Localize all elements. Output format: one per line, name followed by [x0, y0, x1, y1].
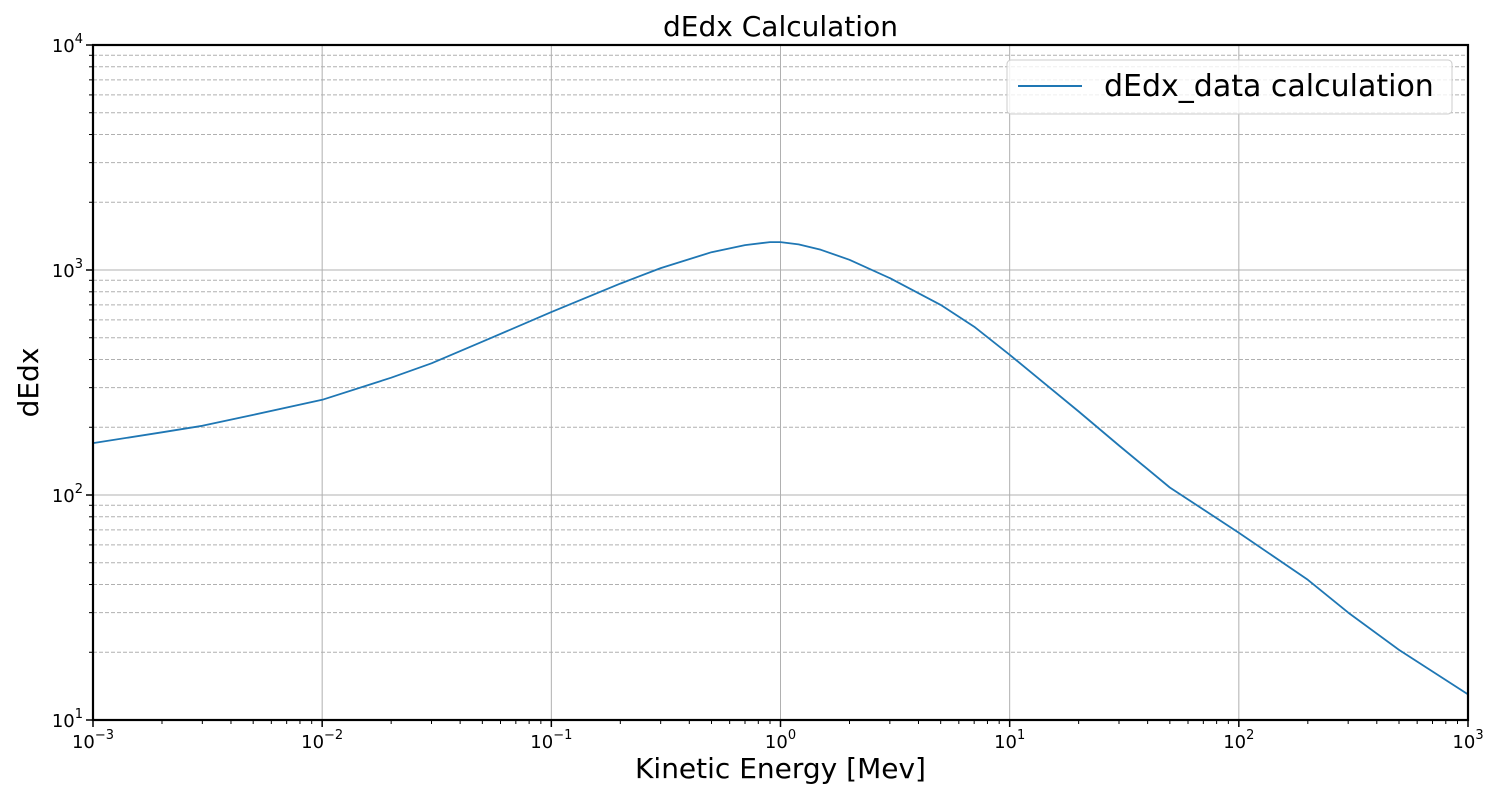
y-axis-label: dEdx [12, 348, 45, 418]
x-axis-label: Kinetic Energy [Mev] [635, 752, 926, 785]
x-tick-label: 10−3 [72, 728, 114, 753]
x-tick-label: 10−1 [530, 728, 572, 753]
x-tick-label: 101 [994, 728, 1025, 753]
x-tick-label: 10−2 [301, 728, 343, 753]
y-tick-label: 101 [52, 707, 83, 732]
y-tick-label: 104 [52, 32, 83, 57]
x-tick-label: 103 [1452, 728, 1483, 753]
series-layer [92, 241, 1469, 696]
x-tick-label: 102 [1223, 728, 1254, 753]
y-tick-label: 102 [52, 482, 83, 507]
legend: dEdx_data calculation [1006, 59, 1453, 115]
grid-layer [93, 45, 1468, 720]
legend-box [1006, 59, 1453, 115]
tick-layer: 10−3 10−2 10−1 100 101 102 103 101 102 103 104 [52, 32, 1484, 753]
legend-label: dEdx_data calculation [1104, 69, 1434, 104]
chart-title: dEdx Calculation [663, 10, 898, 43]
y-tick-label: 103 [52, 257, 83, 282]
x-tick-label: 100 [765, 728, 796, 753]
series-line [92, 241, 1469, 696]
